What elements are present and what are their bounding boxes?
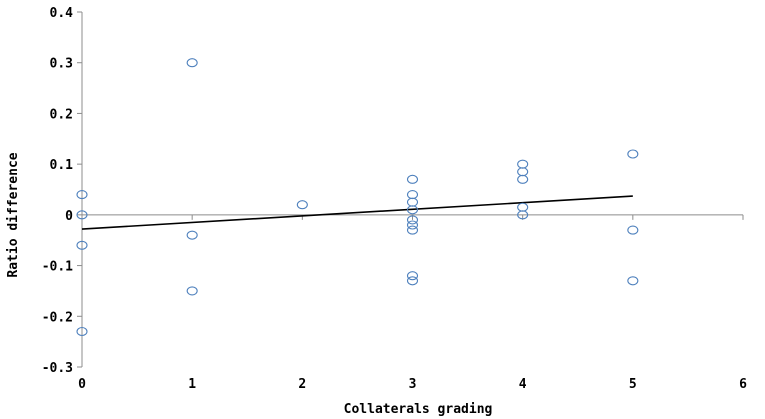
data-point xyxy=(406,197,419,207)
data-point xyxy=(76,210,88,220)
y-tick-label: -0.3 xyxy=(42,361,73,376)
data-point xyxy=(406,190,419,200)
data-points xyxy=(76,58,639,337)
y-tick-label: -0.2 xyxy=(42,310,73,325)
x-tick-label: 1 xyxy=(188,377,196,392)
data-point xyxy=(406,174,419,184)
data-point xyxy=(406,220,419,230)
data-point xyxy=(406,215,419,225)
data-point xyxy=(517,167,529,177)
x-tick-label: 3 xyxy=(409,377,417,392)
data-point xyxy=(186,286,198,296)
data-point xyxy=(517,210,529,220)
data-point xyxy=(186,58,198,68)
y-tick-label: 0.4 xyxy=(50,6,74,21)
trendline-group xyxy=(81,195,633,230)
data-point xyxy=(406,271,419,281)
x-tick-label: 4 xyxy=(519,377,527,392)
data-point xyxy=(76,190,88,200)
y-tick-label: 0 xyxy=(65,209,73,224)
x-axis-title: Collaterals grading xyxy=(344,402,493,417)
data-point xyxy=(627,225,639,235)
data-point xyxy=(627,149,639,159)
data-point xyxy=(517,202,529,212)
data-point xyxy=(517,174,529,184)
x-tick-label: 6 xyxy=(739,377,747,392)
x-tick-label: 0 xyxy=(78,377,86,392)
x-tick-label: 5 xyxy=(629,377,637,392)
x-tick-label: 2 xyxy=(298,377,306,392)
y-tick-label: 0.1 xyxy=(50,158,74,173)
y-tick-label: 0.2 xyxy=(50,107,73,122)
y-tick-label: 0.3 xyxy=(50,57,73,72)
data-point xyxy=(406,205,419,215)
y-axis-title: Ratio difference xyxy=(6,152,21,277)
x-axis: 0 1 2 3 4 5 6 xyxy=(78,214,747,392)
data-point xyxy=(186,230,198,240)
data-point xyxy=(517,159,529,169)
data-point xyxy=(406,225,419,235)
data-point xyxy=(296,200,308,210)
data-point xyxy=(76,326,88,337)
y-tick-label: -0.1 xyxy=(42,260,73,275)
data-point xyxy=(76,240,88,250)
trendline xyxy=(81,195,633,230)
y-axis: -0.3 -0.2 -0.1 0 0.1 0.2 0.3 0.4 xyxy=(42,6,83,376)
data-point xyxy=(406,276,419,286)
data-point xyxy=(627,276,639,286)
